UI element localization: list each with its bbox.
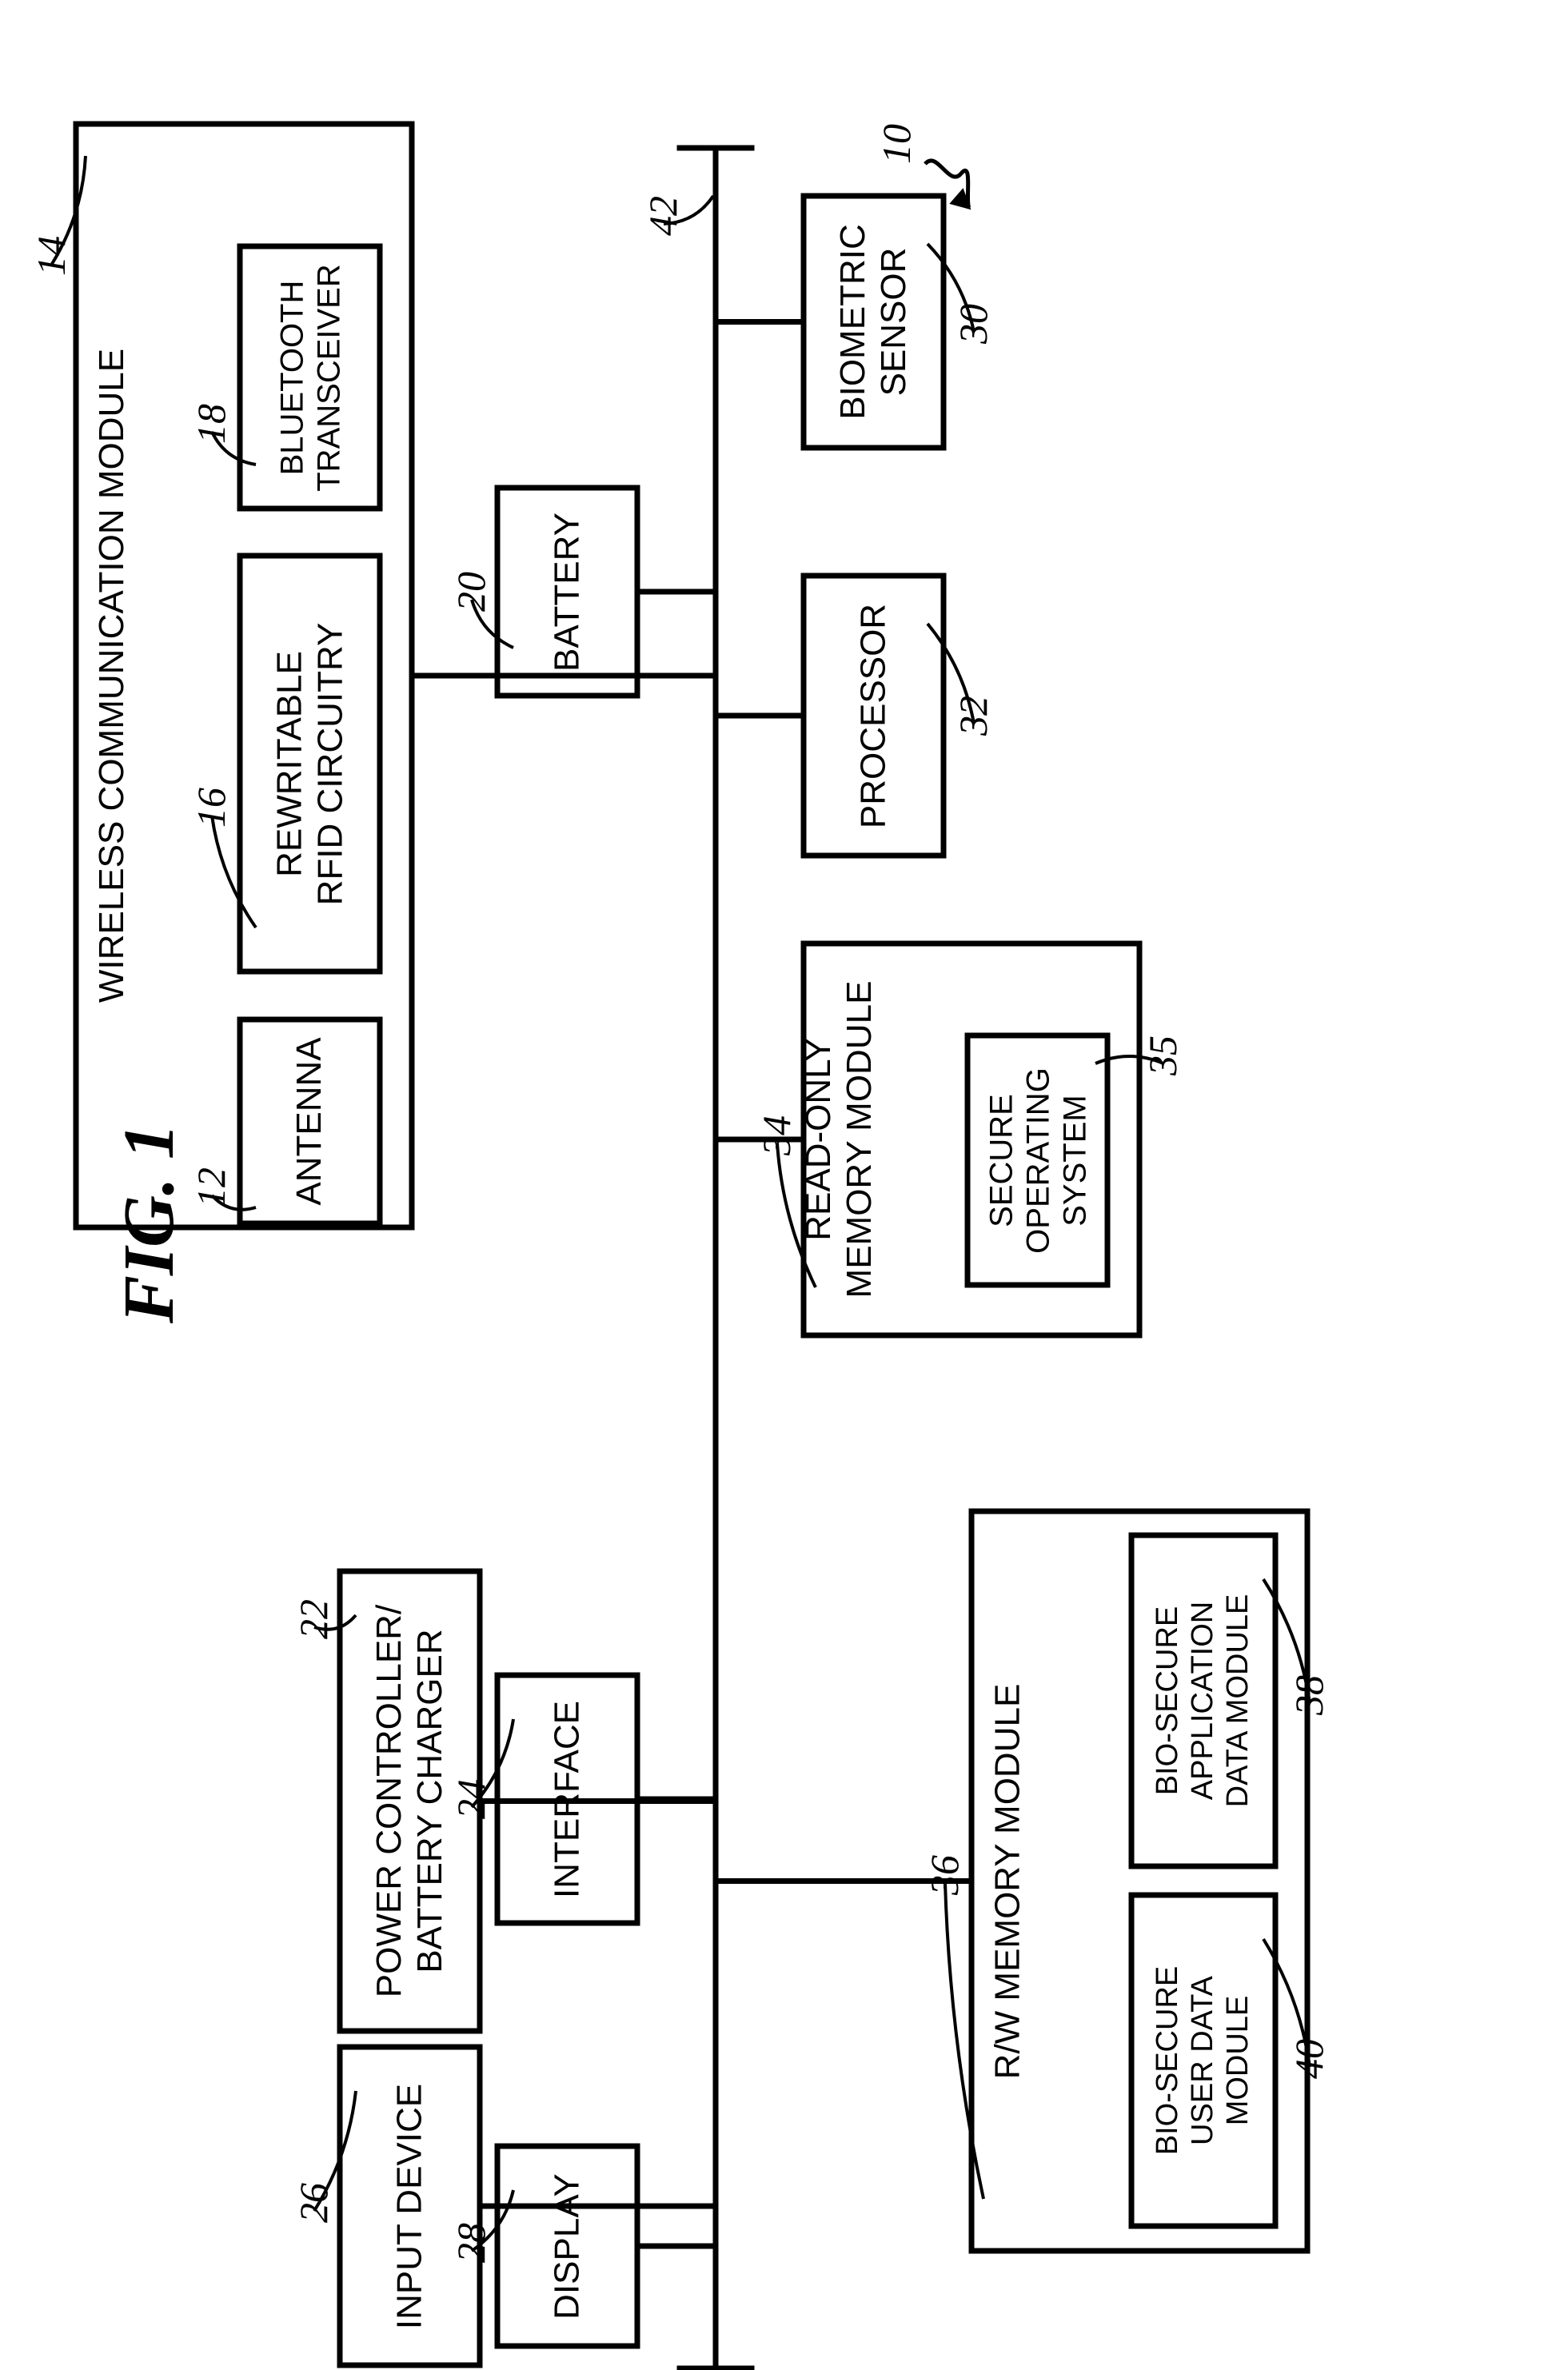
ref-28: 28 (448, 2211, 496, 2275)
ref-35: 35 (1139, 1023, 1187, 1087)
antenna-label: ANTENNA (248, 1027, 372, 1215)
ref-14: 14 (28, 224, 76, 288)
ref-36: 36 (921, 1843, 969, 1907)
ref-10: 10 (873, 112, 921, 176)
bluetooth-label: BLUETOOTH TRANSCEIVER (248, 254, 372, 501)
rfid-label: REWRITABLE RFID CIRCUITRY (248, 564, 372, 964)
ref-42: 42 (640, 184, 688, 248)
ref-18: 18 (188, 392, 236, 456)
ref-30: 30 (950, 292, 998, 356)
bioapp-label: BIO-SECURE APPLICATION DATA MODULE (1139, 1543, 1267, 1858)
rwmem-label: R/W MEMORY MODULE (972, 1523, 1043, 2239)
interface-label: INTERFACE (505, 1683, 629, 1915)
ref-20: 20 (448, 560, 496, 624)
ref-24: 24 (448, 1767, 496, 1831)
ref-12: 12 (188, 1155, 236, 1219)
ref-16: 16 (188, 776, 236, 840)
wcm-label: WIRELESS COMMUNICATION MODULE (76, 136, 148, 1215)
ref-26: 26 (290, 2171, 338, 2235)
ref-22: 22 (290, 1587, 338, 1651)
biouser-label: BIO-SECURE USER DATA MODULE (1139, 1903, 1267, 2218)
display-label: DISPLAY (505, 2154, 629, 2338)
battery-label: BATTERY (505, 496, 629, 688)
ref-32: 32 (950, 684, 998, 748)
biometric-label: BIOMETRIC SENSOR (812, 204, 936, 440)
secureos-label: SECURE OPERATING SYSTEM (976, 1043, 1099, 1277)
input-label: INPUT DEVICE (348, 2055, 472, 2357)
ref-40: 40 (1286, 2027, 1334, 2091)
rom-label: READ-ONLY MEMORY MODULE (804, 956, 876, 1323)
processor-label: PROCESSOR (812, 584, 936, 848)
ref-38: 38 (1286, 1663, 1334, 1727)
ref-34: 34 (753, 1103, 801, 1167)
